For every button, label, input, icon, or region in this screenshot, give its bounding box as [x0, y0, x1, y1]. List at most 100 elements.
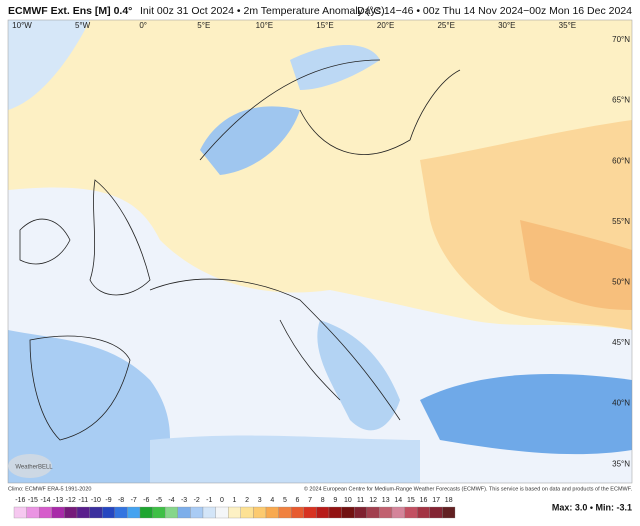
colorbar-label: 6 — [296, 497, 300, 504]
colorbar-swatch — [114, 506, 128, 519]
colorbar-swatch — [240, 506, 254, 519]
colorbar-label: 15 — [407, 497, 415, 504]
colorbar-swatch — [404, 506, 418, 519]
colorbar-label: 18 — [445, 497, 453, 504]
colorbar-swatch — [127, 506, 141, 519]
colorbar-swatch — [391, 506, 405, 519]
longitude-label: 20°E — [377, 21, 394, 30]
latitude-label: 65°N — [612, 96, 630, 105]
colorbar-swatch — [76, 506, 90, 519]
cold-anomaly — [200, 106, 300, 175]
colorbar-label: 11 — [357, 497, 364, 504]
colorbar-swatch — [265, 506, 279, 519]
colorbar-label: -11 — [78, 497, 88, 504]
colorbar-label: -9 — [105, 497, 111, 504]
map-frame — [7, 19, 633, 484]
latitude-label: 35°N — [612, 459, 630, 468]
colorbar-label: 1 — [233, 497, 237, 504]
climo: Climo: ECMWF ERA-5 1991-2020 — [8, 486, 91, 492]
latitude-label: 55°N — [612, 217, 630, 226]
map — [8, 20, 632, 483]
longitude-labels: 10°W 5°W 0° 5°E 10°E 15°E 20°E 25°E 30°E 35°E — [12, 21, 576, 30]
colorbar-label: -14 — [40, 497, 50, 504]
colorbar-label: -15 — [28, 497, 38, 504]
colorbar-label: -13 — [53, 497, 63, 504]
colorbar-label: -5 — [156, 497, 162, 504]
colorbar-label: 5 — [283, 497, 287, 504]
cold-anomaly — [8, 20, 90, 110]
subtitle: Init 00z 31 Oct 2024 • 2m Temperature An… — [140, 5, 385, 17]
colorbar-swatch — [442, 506, 456, 519]
longitude-label: 30°E — [498, 21, 515, 30]
colorbar-swatch — [64, 506, 78, 519]
title: ECMWF Ext. Ens [M] 0.4° — [8, 5, 132, 17]
cold-anomaly — [317, 320, 400, 431]
copyright: © 2024 European Centre for Medium-Range … — [304, 485, 633, 492]
colorbar-swatch — [165, 506, 178, 519]
stats: Max: 3.0 • Min: -3.1 — [552, 502, 632, 512]
cold-anomaly — [420, 374, 632, 455]
colorbar-label: 16 — [420, 497, 428, 504]
coastlines — [19, 59, 461, 441]
colorbar-swatch — [316, 506, 330, 519]
longitude-label: 5°E — [197, 21, 210, 30]
colorbar-label: 4 — [270, 497, 274, 504]
colorbar-swatch — [429, 506, 443, 519]
colorbar-swatch — [152, 506, 166, 519]
longitude-label: 5°W — [75, 21, 91, 30]
cold-anomaly — [8, 330, 170, 483]
cold-anomaly — [150, 435, 420, 483]
longitude-label: 10°W — [12, 21, 32, 30]
colorbar-label: -10 — [91, 497, 101, 504]
colorbar-swatch — [177, 506, 191, 519]
colorbar-label: -1 — [206, 497, 212, 504]
colorbar-swatch — [26, 506, 40, 519]
colorbar-swatch — [303, 506, 317, 519]
longitude-label: 10°E — [256, 21, 273, 30]
colorbar-swatch — [89, 506, 103, 519]
colorbar-swatch — [253, 506, 267, 519]
colorbar-swatch — [228, 506, 241, 519]
colorbar-swatch — [354, 506, 367, 519]
colorbar-label: 12 — [369, 497, 377, 504]
colorbar-label: 9 — [333, 497, 337, 504]
warm-anomaly — [520, 220, 632, 310]
latitude-label: 60°N — [612, 156, 630, 165]
colorbar-label: -6 — [143, 497, 149, 504]
latitude-label: 40°N — [612, 399, 630, 408]
longitude-label: 15°E — [316, 21, 333, 30]
logo: WeatherBELL — [15, 465, 53, 471]
colorbar-swatch — [328, 506, 342, 519]
colorbar-swatch — [139, 506, 153, 519]
colorbar-label: 0 — [220, 497, 224, 504]
colorbar-swatch — [291, 506, 304, 519]
colorbar: -16 -15 -14 -13 -12 -11 -10 -9 -8 -7 -6 -5 -4 -3 -2 -1 0… — [13, 497, 456, 519]
colorbar-label: 13 — [382, 497, 390, 504]
colorbar-swatch — [51, 506, 65, 519]
colorbar-swatch — [202, 506, 216, 519]
colorbar-label: 3 — [258, 497, 262, 504]
latitude-label: 50°N — [612, 278, 630, 287]
longitude-label: 0° — [139, 21, 147, 30]
colorbar-swatch — [102, 506, 115, 519]
cold-anomaly — [290, 45, 380, 90]
colorbar-label: 8 — [321, 497, 325, 504]
colorbar-label: -3 — [181, 497, 187, 504]
colorbar-label: -16 — [15, 497, 25, 504]
latitude-label: 45°N — [612, 338, 630, 347]
longitude-label: 35°E — [559, 21, 576, 30]
latitude-label: 70°N — [612, 35, 630, 44]
colorbar-label: -12 — [66, 497, 76, 504]
colorbar-swatch — [39, 506, 52, 519]
colorbar-label: -2 — [194, 497, 200, 504]
colorbar-label: 7 — [308, 497, 312, 504]
colorbar-label: 10 — [344, 497, 352, 504]
longitude-label: 25°E — [437, 21, 454, 30]
colorbar-label: -4 — [168, 497, 174, 504]
colorbar-swatch — [13, 506, 27, 519]
logo-badge — [8, 454, 52, 478]
colorbar-label: 17 — [432, 497, 440, 504]
colorbar-swatch — [379, 506, 393, 519]
period: Days 14−46 • 00z Thu 14 Nov 2024−00z Mon… — [357, 5, 632, 17]
